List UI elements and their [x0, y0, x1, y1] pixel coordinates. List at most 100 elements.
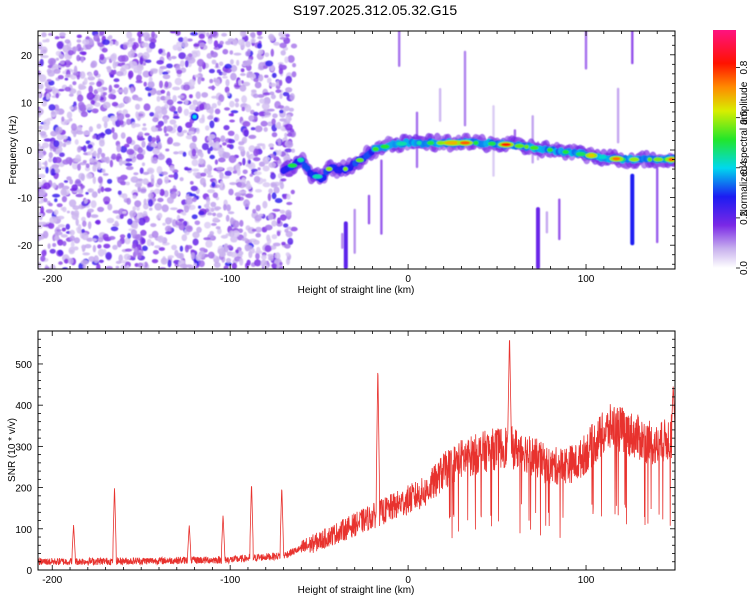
heatmap-ridge-peak: [343, 166, 348, 172]
heatmap-cell: [204, 221, 211, 229]
heatmap-cell: [275, 80, 280, 87]
heatmap-cell: [89, 157, 95, 164]
heatmap-cell: [63, 138, 68, 143]
heatmap-cell: [58, 261, 63, 265]
heatmap-cell: [282, 91, 290, 97]
heatmap-cell: [82, 160, 87, 164]
heatmap-cell: [165, 157, 173, 166]
heatmap-cell: [253, 148, 259, 157]
heatmap-cell: [160, 257, 168, 265]
heatmap-cell: [258, 111, 266, 117]
heatmap-cell: [236, 181, 242, 188]
spectrogram-x-axis-label: Height of straight line (km): [298, 285, 415, 296]
heatmap-hotspot: [501, 143, 511, 147]
heatmap-cell: [284, 123, 293, 131]
spectrogram-heatmap: [38, 31, 675, 269]
y-tick-label: -10: [18, 194, 33, 205]
heatmap-cell: [161, 52, 167, 56]
heatmap-cell: [124, 237, 131, 245]
heatmap-cell: [268, 33, 275, 41]
heatmap-cell: [152, 117, 159, 123]
heatmap-cell: [80, 185, 85, 189]
heatmap-cell: [279, 109, 284, 114]
heatmap-cell: [96, 123, 102, 129]
heatmap-cell: [234, 133, 240, 141]
heatmap-cell: [234, 102, 240, 108]
heatmap-cell: [120, 132, 126, 139]
heatmap-cell: [249, 145, 255, 153]
heatmap-cell: [80, 173, 85, 182]
heatmap-cell: [40, 206, 44, 214]
heatmap-cell: [220, 180, 224, 188]
heatmap-cell: [209, 120, 215, 129]
heatmap-cell: [139, 167, 144, 174]
heatmap-cell: [180, 211, 186, 215]
heatmap-cell: [81, 216, 86, 222]
heatmap-cell: [59, 60, 65, 65]
heatmap-cell: [43, 138, 52, 142]
heatmap-cell: [200, 172, 207, 177]
heatmap-cell: [172, 115, 180, 119]
heatmap-cell: [231, 262, 237, 269]
heatmap-streak: [343, 221, 348, 269]
heatmap-cell: [63, 180, 69, 183]
heatmap-cell: [221, 250, 226, 257]
heatmap-cell: [134, 247, 139, 256]
heatmap-cell: [182, 129, 188, 134]
heatmap-cell: [226, 144, 232, 148]
heatmap-cell: [40, 46, 48, 54]
heatmap-cell: [102, 101, 111, 109]
heatmap-cell: [119, 234, 126, 239]
heatmap-cell: [271, 192, 277, 200]
heatmap-cell: [241, 95, 248, 104]
heatmap-hotspot: [460, 141, 470, 145]
heatmap-cell: [254, 81, 262, 89]
heatmap-cell: [228, 188, 234, 196]
heatmap-cell: [206, 32, 210, 37]
heatmap-cell: [278, 31, 287, 38]
heatmap-cell: [268, 143, 275, 148]
heatmap-cell: [156, 166, 163, 174]
heatmap-cell: [104, 187, 112, 192]
heatmap-cell: [135, 103, 141, 110]
heatmap-cell: [201, 77, 205, 82]
heatmap-cell: [279, 42, 287, 49]
heatmap-cell: [261, 254, 267, 260]
heatmap-cell: [82, 252, 90, 256]
heatmap-cell: [264, 224, 273, 231]
y-tick-label: 200: [15, 484, 32, 495]
heatmap-cell: [285, 87, 293, 93]
heatmap-ridge-peak: [312, 174, 323, 179]
heatmap-cell: [144, 132, 150, 136]
heatmap-cell: [87, 76, 96, 81]
heatmap-cell: [123, 253, 131, 261]
heatmap-hotspot: [612, 157, 621, 161]
heatmap-cell: [171, 244, 178, 251]
heatmap-cell: [225, 79, 230, 87]
heatmap-cell: [151, 259, 159, 264]
heatmap-ridge-peak: [653, 157, 664, 162]
heatmap-cell: [190, 249, 195, 253]
heatmap-cell: [186, 38, 193, 42]
heatmap-cell: [230, 251, 237, 258]
heatmap-cell: [173, 124, 178, 129]
heatmap-cell: [42, 123, 50, 131]
heatmap-cell: [235, 195, 241, 201]
heatmap-cell: [45, 38, 50, 43]
heatmap-cell: [126, 148, 135, 155]
heatmap-cell: [251, 228, 257, 232]
heatmap-cell: [219, 40, 224, 46]
heatmap-cell: [86, 237, 94, 242]
heatmap-cell: [172, 95, 177, 103]
heatmap-cell: [291, 71, 297, 78]
heatmap-cell: [210, 207, 215, 212]
heatmap-cell: [48, 202, 53, 207]
heatmap-cell: [150, 178, 155, 185]
heatmap-cell: [100, 152, 106, 158]
heatmap-cell: [154, 245, 161, 249]
heatmap-cell: [239, 257, 244, 266]
heatmap-cell: [207, 115, 214, 120]
heatmap-cell: [151, 230, 159, 238]
heatmap-cell: [291, 148, 295, 153]
heatmap-cell: [141, 162, 146, 167]
